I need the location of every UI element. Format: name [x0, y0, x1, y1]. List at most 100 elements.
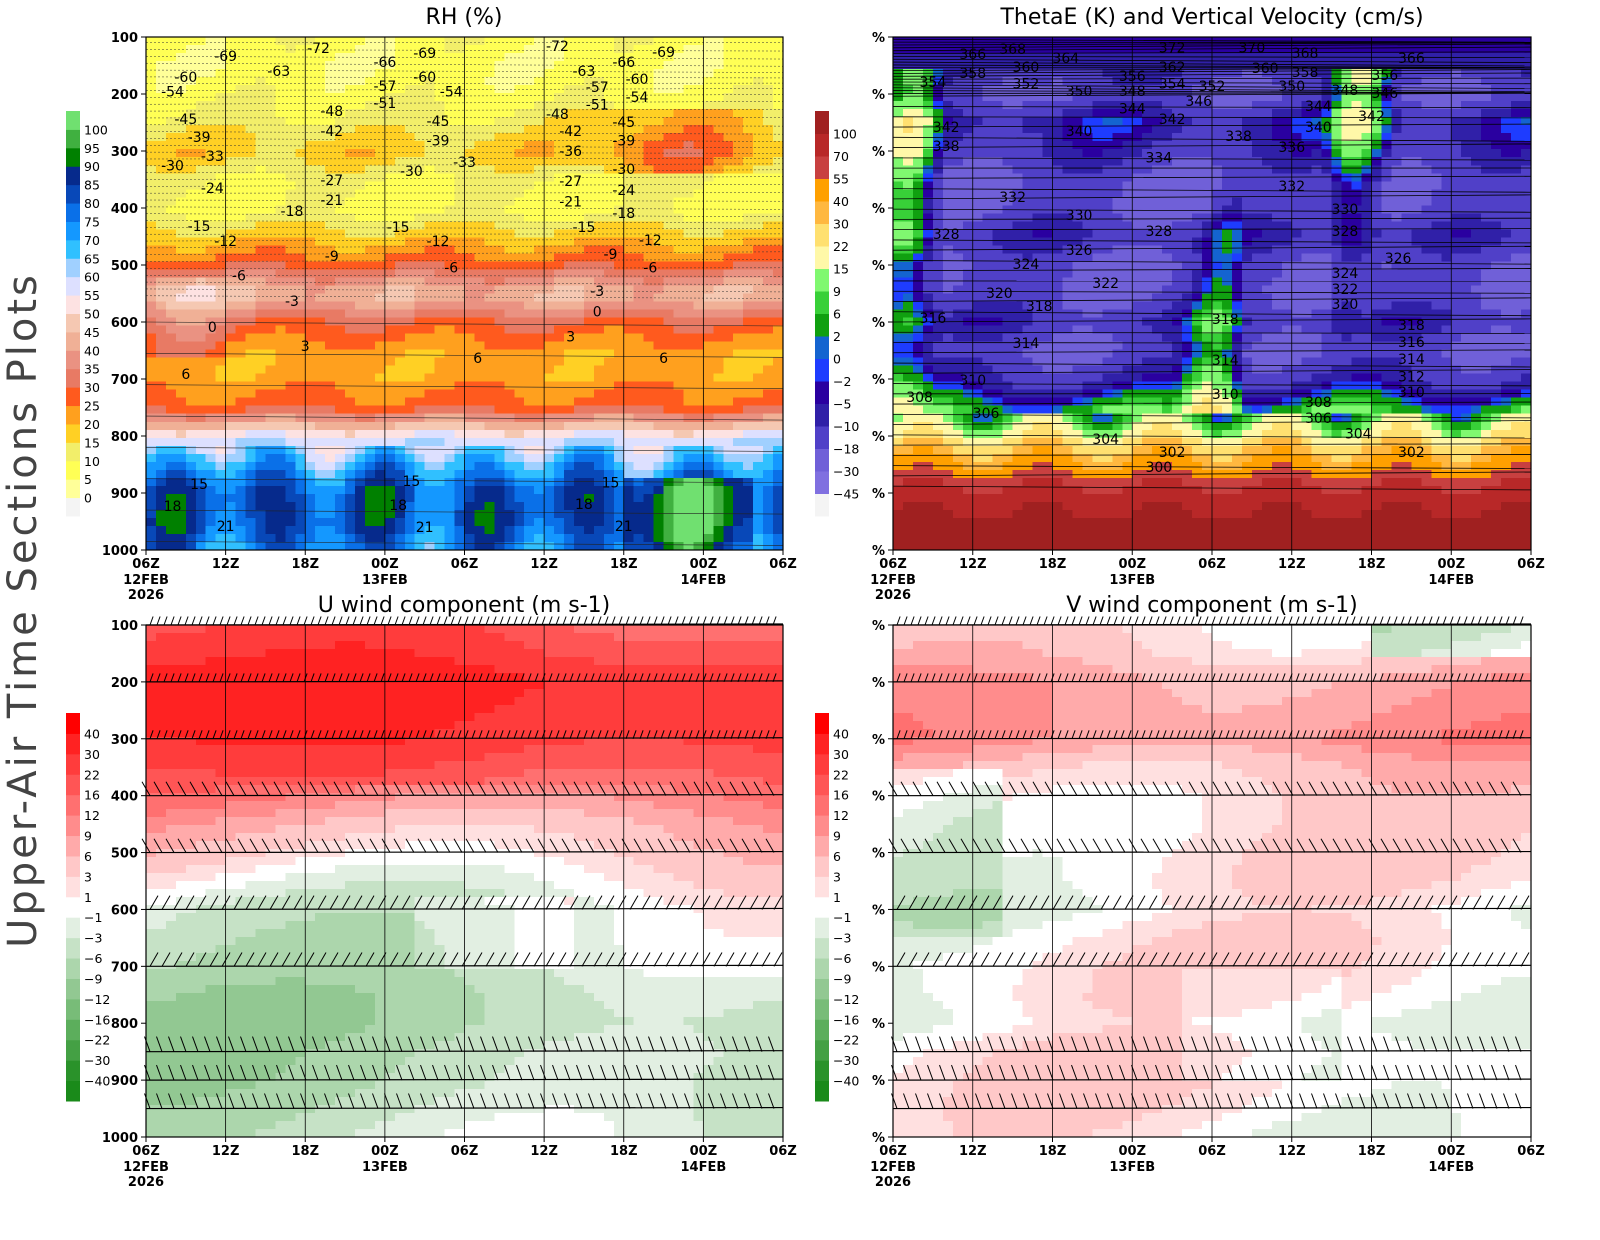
field-cell — [993, 85, 1004, 94]
field-cell — [584, 197, 595, 206]
field-cell — [903, 53, 914, 62]
field-cell — [285, 358, 296, 367]
field-cell — [713, 117, 724, 126]
field-cell — [644, 502, 655, 511]
field-cell — [455, 302, 466, 311]
field-cell — [355, 414, 366, 423]
field-cell — [285, 398, 296, 407]
field-cell — [156, 542, 167, 551]
field-cell — [903, 486, 914, 495]
field-cell — [494, 438, 505, 447]
field-cell — [674, 229, 685, 238]
field-cell — [703, 213, 714, 222]
field-cell — [435, 189, 446, 198]
field-cell — [973, 518, 984, 527]
field-cell — [594, 117, 605, 126]
field-cell — [693, 438, 704, 447]
field-cell — [305, 478, 316, 487]
field-cell — [236, 398, 247, 407]
field-cell — [544, 229, 555, 238]
field-cell — [913, 213, 924, 222]
field-cell — [166, 446, 177, 455]
field-cell — [146, 53, 157, 62]
field-cell — [903, 189, 914, 198]
field-cell — [494, 189, 505, 198]
field-cell — [375, 326, 386, 335]
field-cell — [614, 414, 625, 423]
field-cell — [674, 85, 685, 94]
field-cell — [594, 462, 605, 471]
field-cell — [963, 213, 974, 222]
field-cell — [216, 277, 227, 286]
field-cell — [594, 510, 605, 519]
field-cell — [166, 414, 177, 423]
field-cell — [564, 358, 575, 367]
field-cell — [544, 358, 555, 367]
field-cell — [634, 406, 645, 415]
field-cell — [445, 478, 456, 487]
field-cell — [973, 542, 984, 551]
field-cell — [255, 261, 266, 270]
field-cell — [226, 197, 237, 206]
field-cell — [345, 486, 356, 495]
field-cell — [395, 414, 406, 423]
field-cell — [425, 358, 436, 367]
field-cell — [554, 398, 565, 407]
field-cell — [753, 446, 764, 455]
field-cell — [385, 117, 396, 126]
field-cell — [415, 446, 426, 455]
field-cell — [963, 446, 974, 455]
field-cell — [246, 189, 257, 198]
field-cell — [893, 213, 904, 222]
field-cell — [176, 358, 187, 367]
field-cell — [713, 294, 724, 303]
colorbar-swatch — [66, 166, 80, 185]
field-cell — [693, 85, 704, 94]
field-cell — [176, 45, 187, 54]
field-cell — [723, 526, 734, 535]
field-cell — [355, 430, 366, 439]
field-cell — [963, 221, 974, 230]
field-cell — [484, 518, 495, 527]
field-cell — [484, 253, 495, 262]
field-cell — [624, 430, 635, 439]
field-cell — [614, 438, 625, 447]
field-cell — [624, 350, 635, 359]
field-cell — [226, 165, 237, 174]
field-cell — [534, 486, 545, 495]
field-cell — [993, 109, 1004, 118]
field-cell — [693, 77, 704, 86]
field-cell — [544, 181, 555, 190]
field-cell — [445, 173, 456, 182]
field-cell — [683, 141, 694, 150]
field-cell — [146, 422, 157, 431]
colorbar-label: 60 — [84, 270, 100, 285]
field-cell — [315, 310, 326, 319]
field-cell — [156, 398, 167, 407]
field-cell — [913, 478, 924, 487]
field-cell — [624, 245, 635, 254]
field-cell — [305, 494, 316, 503]
field-cell — [973, 326, 984, 335]
field-cell — [226, 117, 237, 126]
field-cell — [923, 382, 934, 391]
field-cell — [246, 318, 257, 327]
field-cell — [743, 93, 754, 102]
field-cell — [504, 470, 515, 479]
field-cell — [474, 125, 485, 134]
field-cell — [365, 502, 376, 511]
field-cell — [574, 526, 585, 535]
field-cell — [903, 45, 914, 54]
field-cell — [405, 518, 416, 527]
field-cell — [355, 277, 366, 286]
field-cell — [265, 534, 276, 543]
field-cell — [893, 478, 904, 487]
field-cell — [903, 494, 914, 503]
field-cell — [624, 269, 635, 278]
field-cell — [983, 478, 994, 487]
field-cell — [395, 534, 406, 543]
field-cell — [753, 77, 764, 86]
field-cell — [534, 221, 545, 230]
field-cell — [693, 69, 704, 78]
field-cell — [315, 237, 326, 246]
